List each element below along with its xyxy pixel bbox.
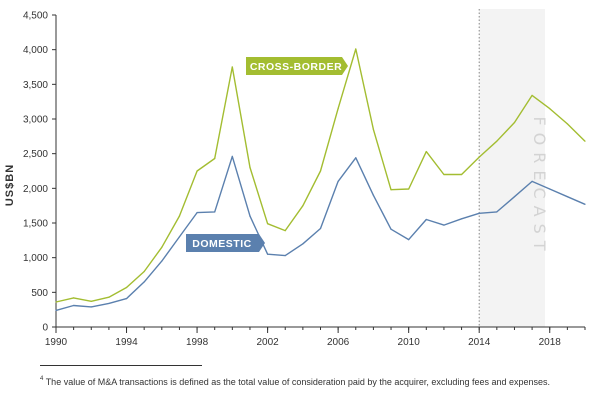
y-tick-label: 500: [31, 288, 48, 299]
domestic-callout-label: DOMESTIC: [192, 238, 251, 250]
domestic-data-point: [302, 243, 304, 245]
y-tick-label: 0: [42, 323, 48, 334]
x-tick-label: 1990: [45, 337, 68, 348]
y-tick-label: 3,500: [23, 80, 48, 91]
domestic-data-point: [460, 218, 463, 220]
forecast-label: FORECAST: [530, 116, 549, 257]
y-axis-label: US$BN: [4, 164, 16, 206]
y-tick-label: 2,500: [23, 149, 48, 160]
footnote-text: The value of M&A transactions is defined…: [45, 377, 550, 387]
domestic-data-point: [372, 194, 374, 196]
domestic-data-point: [496, 211, 498, 213]
forecast-region: [479, 9, 545, 327]
cross-border-data-point: [478, 156, 480, 158]
domestic-data-point: [143, 281, 145, 283]
domestic-data-point: [231, 155, 233, 158]
y-tick-label: 2,000: [23, 184, 48, 195]
y-tick-label: 4,500: [23, 11, 48, 22]
domestic-data-point: [390, 228, 392, 230]
y-tick-label: 4,000: [23, 45, 48, 56]
cross-border-data-point: [302, 205, 304, 207]
cross-border-data-point: [73, 297, 75, 299]
x-tick-label: 2002: [256, 337, 279, 348]
domestic-data-point: [531, 180, 533, 182]
cross-border-data-point: [337, 108, 339, 110]
cross-border-data-point: [319, 170, 322, 172]
y-axis-ticks: 0 500 1,000 1,500 2,000 2,500 3,000 3,500 4,000 4…: [23, 11, 56, 334]
domestic-data-point: [73, 304, 75, 307]
cross-border-data-point: [390, 189, 392, 191]
cross-border-data-point: [513, 121, 516, 124]
cross-border-data-point: [549, 108, 551, 110]
domestic-data-point: [249, 215, 251, 217]
y-tick-label: 1,500: [23, 219, 48, 230]
chart: FORECAST 0 500 1,000 1,500 2,000 2,500 3,000 3,…: [4, 9, 586, 348]
domestic-data-point: [196, 212, 198, 214]
cross-border-data-point: [425, 150, 427, 153]
cross-border-data-point: [55, 301, 57, 303]
cross-border-data-point: [214, 157, 216, 160]
domestic-data-point: [549, 188, 551, 190]
domestic-callout: DOMESTIC: [186, 234, 265, 252]
domestic-data-point: [161, 260, 163, 262]
footnote-divider: [40, 365, 202, 366]
cross-border-callout-label: CROSS-BORDER: [250, 61, 342, 73]
domestic-data-point: [90, 306, 92, 308]
cross-border-data-point: [125, 286, 128, 289]
x-tick-label: 1998: [186, 337, 209, 348]
domestic-data-point: [566, 196, 568, 198]
domestic-data-point: [284, 254, 286, 257]
x-axis-ticks: 1990 1994 1998 2002 2006 2010 2014 2018: [45, 327, 586, 348]
cross-border-data-point: [90, 300, 92, 302]
y-tick-label: 1,000: [23, 253, 48, 264]
x-tick-label: 1994: [115, 337, 138, 348]
domestic-data-point: [319, 227, 322, 230]
cross-border-data-point: [196, 170, 198, 172]
domestic-data-point: [108, 302, 110, 305]
cross-border-data-point: [108, 296, 110, 298]
x-tick-label: 2018: [539, 337, 562, 348]
domestic-data-point: [178, 236, 181, 238]
cross-border-data-point: [267, 223, 269, 225]
cross-border-data-point: [231, 66, 233, 68]
cross-border-data-point: [372, 128, 374, 130]
domestic-data-point: [55, 309, 57, 311]
x-tick-label: 2014: [468, 337, 491, 348]
domestic-data-point: [425, 218, 427, 221]
footnote-marker: 4: [40, 376, 44, 382]
cross-border-data-point: [531, 94, 533, 97]
domestic-data-point: [408, 239, 410, 241]
cross-border-data-point: [161, 246, 163, 248]
domestic-data-point: [584, 203, 586, 205]
domestic-data-point: [214, 211, 216, 213]
y-tick-label: 3,000: [23, 115, 48, 126]
cross-border-data-point: [496, 140, 498, 142]
domestic-callout-bg: [186, 234, 265, 252]
domestic-data-point: [355, 157, 357, 159]
cross-border-data-point: [443, 173, 445, 176]
cross-border-data-point: [355, 48, 357, 50]
x-tick-label: 2010: [398, 337, 421, 348]
cross-border-data-point: [460, 173, 463, 176]
domestic-data-point: [443, 224, 445, 226]
domestic-data-point: [513, 196, 516, 198]
cross-border-callout-bg: [246, 57, 348, 75]
x-tick-label: 2006: [327, 337, 350, 348]
domestic-data-point: [267, 253, 269, 255]
footnote: 4 The value of M&A transactions is defin…: [40, 376, 595, 387]
series-layer: [55, 48, 586, 312]
cross-border-data-point: [408, 188, 410, 190]
domestic-data-point: [125, 297, 128, 300]
cross-border-data-point: [284, 230, 286, 232]
cross-border-data-point: [249, 166, 251, 169]
domestic-data-point: [337, 180, 339, 182]
cross-border-data-point: [566, 123, 568, 125]
domestic-data-point: [478, 212, 480, 214]
cross-border-data-point: [178, 215, 181, 217]
cross-border-data-point: [143, 270, 145, 273]
cross-border-data-point: [584, 140, 586, 142]
cross-border-callout: CROSS-BORDER: [246, 57, 348, 75]
